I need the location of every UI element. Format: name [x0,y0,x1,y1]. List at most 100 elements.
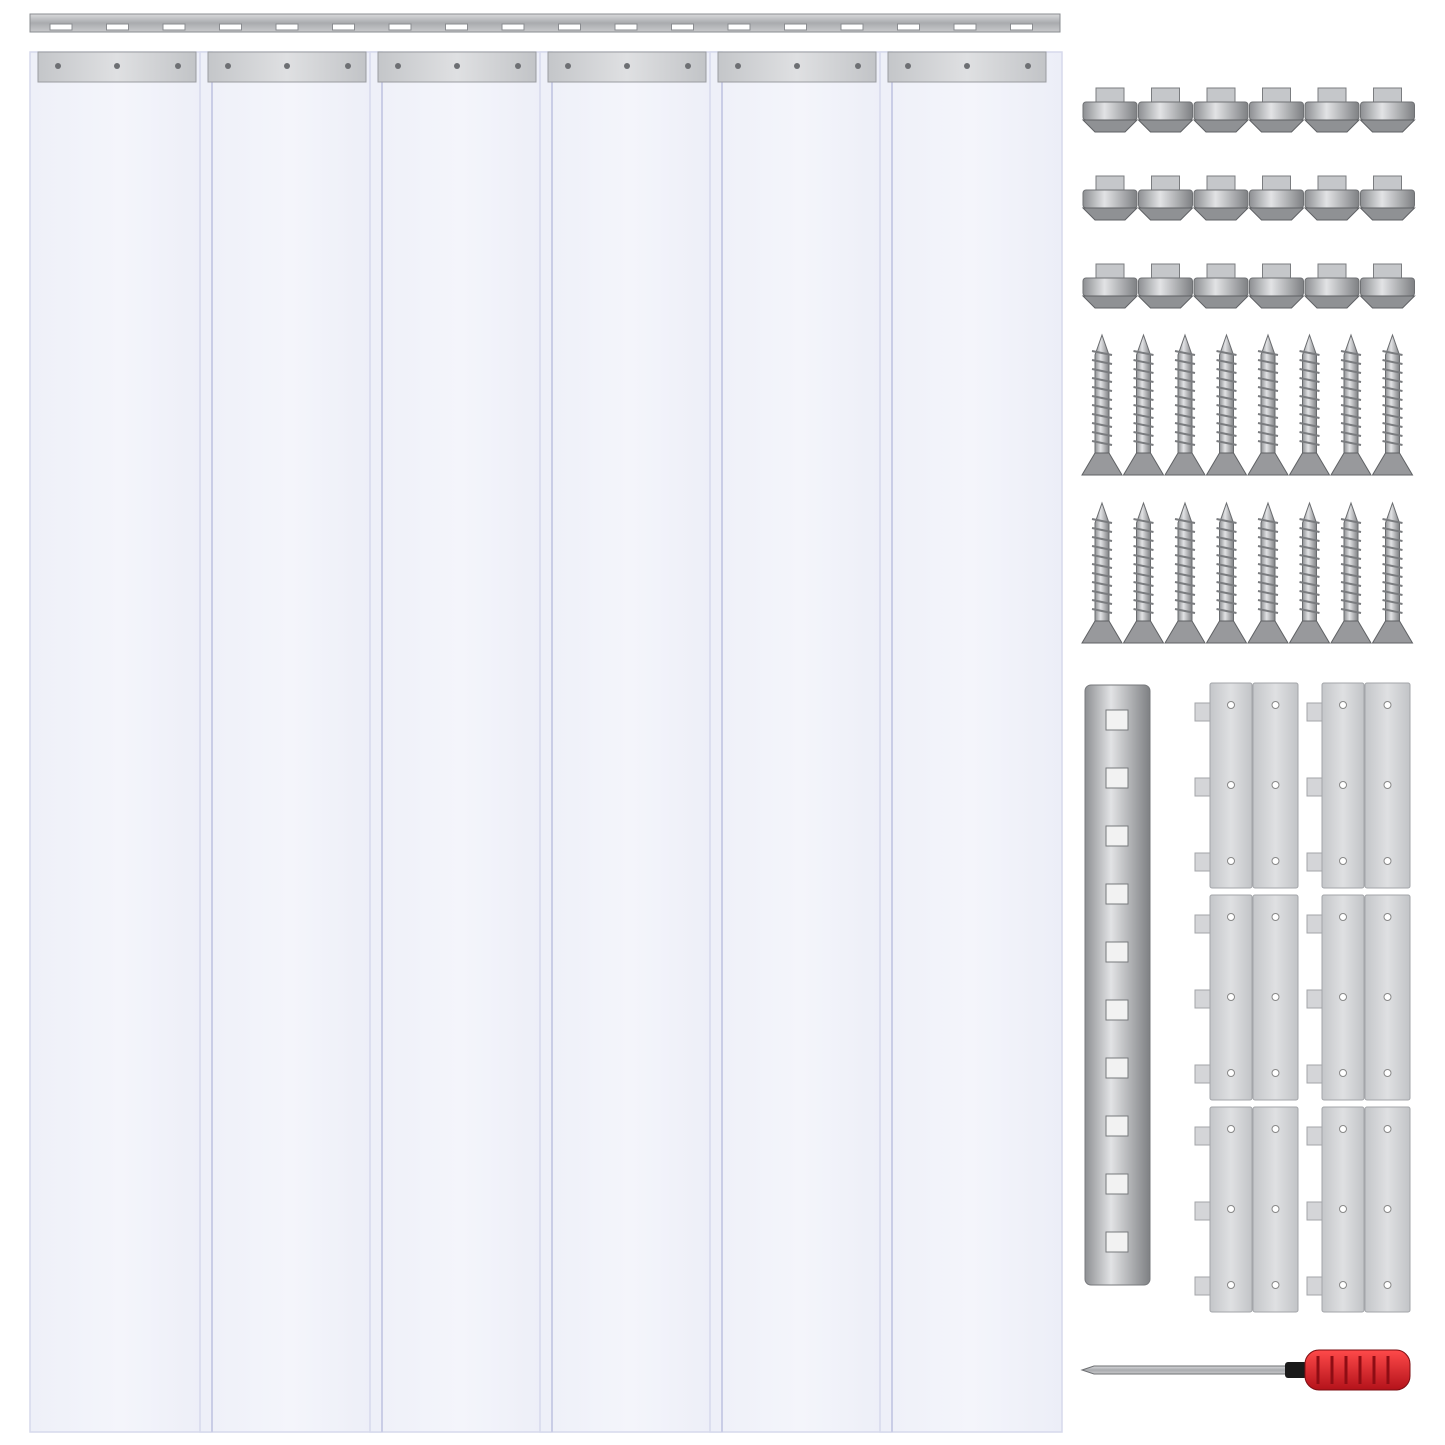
screw-thread [1133,386,1154,392]
screw-thread [1216,359,1237,365]
screw-thread [1299,599,1320,605]
nut [1193,101,1249,121]
bolt-set [1137,263,1194,309]
plate-hole [1271,857,1280,865]
screw-thread [1257,413,1279,419]
screw-thread [1257,608,1279,614]
screw-thread [1133,545,1154,551]
screw-thread [1133,440,1154,446]
screw-thread [1340,395,1362,401]
screw-thread [1216,386,1237,392]
rail-slot [1105,999,1129,1021]
screw-head [1371,452,1414,476]
screw-thread [1299,395,1320,401]
screw-thread [1216,431,1237,437]
nut [1360,277,1415,297]
rail-slot [1105,1231,1129,1253]
bolt-set [1137,87,1194,133]
screw-thread [1216,440,1237,446]
plate-bolt [175,63,181,69]
screw-thread [1174,536,1196,542]
screw-thread [1216,413,1237,419]
screw-thread [1091,404,1113,410]
screw-thread [1257,404,1279,410]
nut [1193,189,1249,209]
nut [1304,101,1360,121]
screw-thread [1174,422,1196,428]
screw-thread [1216,527,1237,533]
bolt-set [1081,263,1139,309]
screw-thread [1382,422,1403,428]
screw [1164,333,1206,476]
plate-bolt [114,63,120,69]
screw-thread [1257,431,1279,437]
rail-slot [445,23,468,31]
screw-thread [1382,563,1403,569]
plate-bolt [855,63,861,69]
bolt-set [1192,87,1250,133]
screw [1122,501,1165,644]
screw-thread [1091,581,1113,587]
screw-thread [1133,404,1154,410]
screw-head [1137,119,1194,133]
screw-thread [1174,431,1196,437]
screw-thread [1133,536,1154,542]
screw-head [1303,207,1361,221]
screw-thread [1174,581,1196,587]
plate-hole [1227,1281,1235,1289]
screw-thread [1257,377,1279,383]
screw-thread [1091,608,1113,614]
bolt-set [1303,263,1361,309]
screw-thread [1216,581,1237,587]
nut [1249,277,1304,297]
screw-thread [1216,518,1237,524]
plate-hole [1271,1205,1280,1213]
screw-thread [1299,518,1320,524]
screw-thread [1382,431,1403,437]
strip-plate [547,51,707,83]
screw-thread [1257,572,1279,578]
screw-thread [1174,527,1196,533]
screw-thread [1133,395,1154,401]
plate-tab [1194,989,1211,1009]
curtain-strip [709,51,893,1433]
plate-hole [1227,1069,1235,1077]
rail-slot [1105,883,1129,905]
screw-thread [1257,368,1279,374]
plate-hole [1227,857,1235,865]
curtain-strip [369,51,553,1433]
nut [1138,189,1193,209]
plate-bolt [395,63,401,69]
screw-thread [1257,545,1279,551]
screw-thread [1382,527,1403,533]
screw-thread [1133,527,1154,533]
screw-thread [1382,377,1403,383]
plate-tab [1306,1064,1323,1084]
screw-thread [1257,536,1279,542]
screw-thread [1133,377,1154,383]
rail-slot [1010,23,1033,31]
screw-thread [1340,572,1362,578]
screw [1288,333,1331,476]
rail-slot [897,23,920,31]
curtain-strip [199,51,383,1433]
rail-slot [1105,709,1129,731]
plate-hole [1339,993,1347,1001]
screw-thread [1299,554,1320,560]
plate-tab [1306,852,1323,872]
screw [1247,501,1289,644]
screw-thread [1091,431,1113,437]
screw-thread [1382,581,1403,587]
screw-head [1122,452,1165,476]
screw-thread [1174,440,1196,446]
bolt-set [1303,175,1361,221]
screw-thread [1340,599,1362,605]
nut [1138,101,1193,121]
rail-slot [219,23,242,31]
screw-thread [1216,350,1237,356]
rail-slot [388,23,412,31]
curtain-strip [29,51,213,1433]
plate-hole [1339,1125,1347,1133]
screw-thread [1299,404,1320,410]
bolt-set [1192,175,1250,221]
